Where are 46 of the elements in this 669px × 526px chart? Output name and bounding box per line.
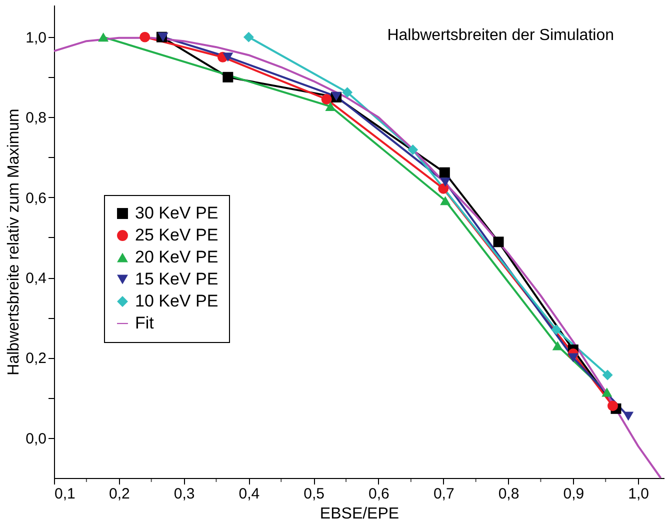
x-tick-label: 0,6 [368, 486, 390, 502]
y-axis-title: Halbwertsbreite relativ zum Maximum [6, 108, 23, 376]
point [321, 94, 332, 104]
point [439, 167, 450, 178]
point [243, 32, 254, 42]
point [602, 388, 612, 397]
point [438, 183, 449, 194]
point [98, 32, 109, 42]
point [493, 236, 504, 248]
x-tick-label: 0,9 [563, 486, 584, 502]
x-tick-label: 1,0 [628, 486, 649, 502]
point [623, 412, 634, 421]
x-tick-label: 0,1 [54, 486, 76, 502]
point [342, 87, 353, 98]
legend-label: 10 KeV PE [135, 292, 218, 310]
y-tick-label: 0,8 [26, 110, 46, 127]
legend-label: 15 KeV PE [135, 270, 218, 288]
x-axis-title: EBSE/EPE [320, 506, 400, 522]
point [440, 196, 451, 206]
legend-label: 25 KeV PE [135, 226, 218, 244]
y-tick-label: 0,6 [26, 190, 46, 207]
point [222, 52, 234, 62]
legend-label: 20 KeV PE [135, 248, 218, 266]
x-tick-label: 0,5 [304, 486, 325, 502]
x-tick-label: 0,4 [238, 486, 260, 502]
point [602, 370, 613, 380]
point [607, 400, 618, 412]
x-tick-label: 0,8 [498, 486, 520, 502]
x-tick-label: 0,3 [174, 486, 195, 502]
point [552, 341, 563, 350]
y-tick-label: 0,4 [26, 270, 46, 288]
point [408, 144, 418, 155]
point [140, 32, 150, 42]
legend-label: 30 KeV PE [135, 204, 218, 222]
point [551, 324, 562, 335]
y-tick-label: 0,2 [26, 350, 46, 368]
y-tick-label: 1,0 [26, 30, 46, 47]
point [440, 178, 451, 187]
y-tick-label: 0,0 [26, 430, 46, 448]
legend-label: Fit [135, 314, 154, 332]
x-tick-label: 0,7 [433, 486, 454, 502]
point [222, 72, 234, 82]
point [568, 353, 578, 362]
x-tick-label: 0,2 [108, 486, 130, 502]
point [325, 102, 336, 111]
annotation: Halbwertsbreiten der Simulation [387, 27, 614, 44]
